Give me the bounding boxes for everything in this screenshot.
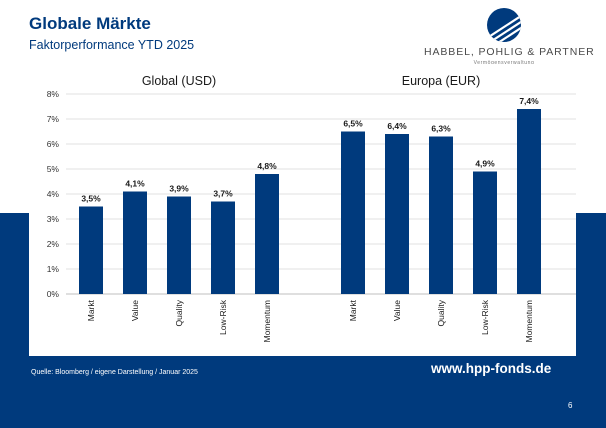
data-label: 3,7%	[213, 189, 233, 199]
y-tick-label: 0%	[47, 289, 60, 299]
data-label: 3,9%	[169, 184, 189, 194]
bar	[517, 109, 541, 294]
y-tick-label: 3%	[47, 214, 60, 224]
x-tick-label: Quality	[174, 299, 184, 326]
company-logo: HABBEL, POHLIG & PARTNER Vermögensverwal…	[424, 6, 595, 68]
x-tick-label: Low-Risk	[218, 299, 228, 335]
bar	[79, 206, 103, 294]
bar	[341, 131, 365, 294]
slide-subtitle: Faktorperformance YTD 2025	[29, 38, 195, 52]
y-tick-label: 5%	[47, 164, 60, 174]
logo-name: HABBEL, POHLIG & PARTNER	[424, 46, 595, 58]
y-tick-label: 7%	[47, 114, 60, 124]
slide-title: Globale Märkte	[29, 14, 151, 33]
bar	[167, 196, 191, 294]
bar	[473, 171, 497, 294]
y-tick-label: 2%	[47, 239, 60, 249]
logo-emblem-icon	[487, 8, 521, 42]
y-tick-label: 4%	[47, 189, 60, 199]
website-link[interactable]: www.hpp-fonds.de	[431, 361, 552, 376]
data-label: 4,9%	[475, 159, 495, 169]
bar	[211, 201, 235, 294]
bar	[429, 136, 453, 294]
data-label: 6,3%	[431, 124, 451, 134]
x-tick-label: Momentum	[262, 300, 272, 343]
x-tick-label: Value	[392, 300, 402, 321]
y-tick-label: 1%	[47, 264, 60, 274]
x-tick-label: Markt	[348, 299, 358, 321]
x-tick-label: Low-Risk	[480, 299, 490, 335]
data-label: 7,4%	[519, 96, 539, 106]
data-label: 4,1%	[125, 179, 145, 189]
x-tick-label: Markt	[86, 299, 96, 321]
data-label: 4,8%	[257, 161, 277, 171]
group-title: Global (USD)	[142, 74, 216, 88]
data-label: 6,4%	[387, 121, 407, 131]
x-tick-label: Value	[130, 300, 140, 321]
group-title: Europa (EUR)	[402, 74, 481, 88]
logo-tagline: Vermögensverwaltung	[473, 60, 535, 66]
x-tick-label: Momentum	[524, 300, 534, 343]
source-note: Quelle: Bloomberg / eigene Darstellung /…	[31, 369, 198, 376]
bar	[123, 191, 147, 294]
data-label: 6,5%	[343, 119, 363, 129]
y-tick-label: 8%	[47, 89, 60, 99]
bar	[255, 174, 279, 294]
page-number: 6	[568, 401, 573, 410]
bar	[385, 134, 409, 294]
x-tick-label: Quality	[436, 299, 446, 326]
bar-chart: 0% 1% 2% 3% 4% 5% 6% 7% 8% Global (USD) 3,5% Markt 4…	[47, 74, 576, 343]
chart-panel: 0% 1% 2% 3% 4% 5% 6% 7% 8% Global (USD) 3,5% Markt 4…	[29, 64, 576, 356]
y-tick-label: 6%	[47, 139, 60, 149]
data-label: 3,5%	[81, 194, 101, 204]
